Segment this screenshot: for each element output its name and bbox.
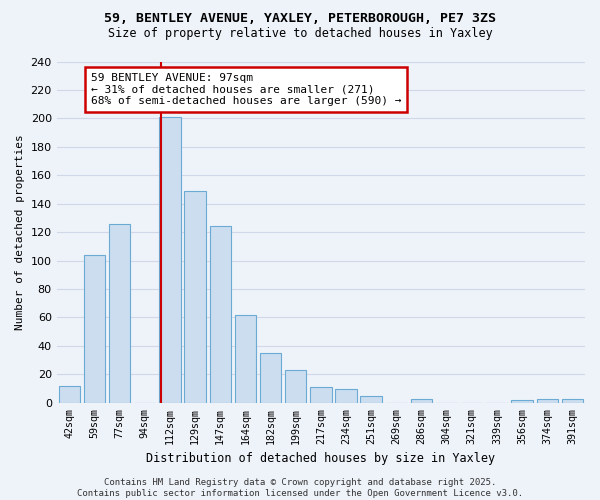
Text: Contains HM Land Registry data © Crown copyright and database right 2025.
Contai: Contains HM Land Registry data © Crown c…: [77, 478, 523, 498]
Bar: [184, 191, 206, 403]
Bar: [59, 386, 80, 403]
Text: Size of property relative to detached houses in Yaxley: Size of property relative to detached ho…: [107, 28, 493, 40]
Bar: [335, 388, 356, 403]
Bar: [411, 398, 432, 403]
Bar: [235, 314, 256, 403]
Bar: [159, 117, 181, 403]
Text: 59, BENTLEY AVENUE, YAXLEY, PETERBOROUGH, PE7 3ZS: 59, BENTLEY AVENUE, YAXLEY, PETERBOROUGH…: [104, 12, 496, 26]
Bar: [511, 400, 533, 403]
Bar: [109, 224, 130, 403]
Bar: [84, 255, 105, 403]
Bar: [562, 398, 583, 403]
Text: 59 BENTLEY AVENUE: 97sqm
← 31% of detached houses are smaller (271)
68% of semi-: 59 BENTLEY AVENUE: 97sqm ← 31% of detach…: [91, 73, 401, 106]
X-axis label: Distribution of detached houses by size in Yaxley: Distribution of detached houses by size …: [146, 452, 496, 465]
Bar: [285, 370, 307, 403]
Bar: [209, 226, 231, 403]
Bar: [536, 398, 558, 403]
Bar: [260, 353, 281, 403]
Bar: [310, 387, 332, 403]
Bar: [361, 396, 382, 403]
Y-axis label: Number of detached properties: Number of detached properties: [15, 134, 25, 330]
